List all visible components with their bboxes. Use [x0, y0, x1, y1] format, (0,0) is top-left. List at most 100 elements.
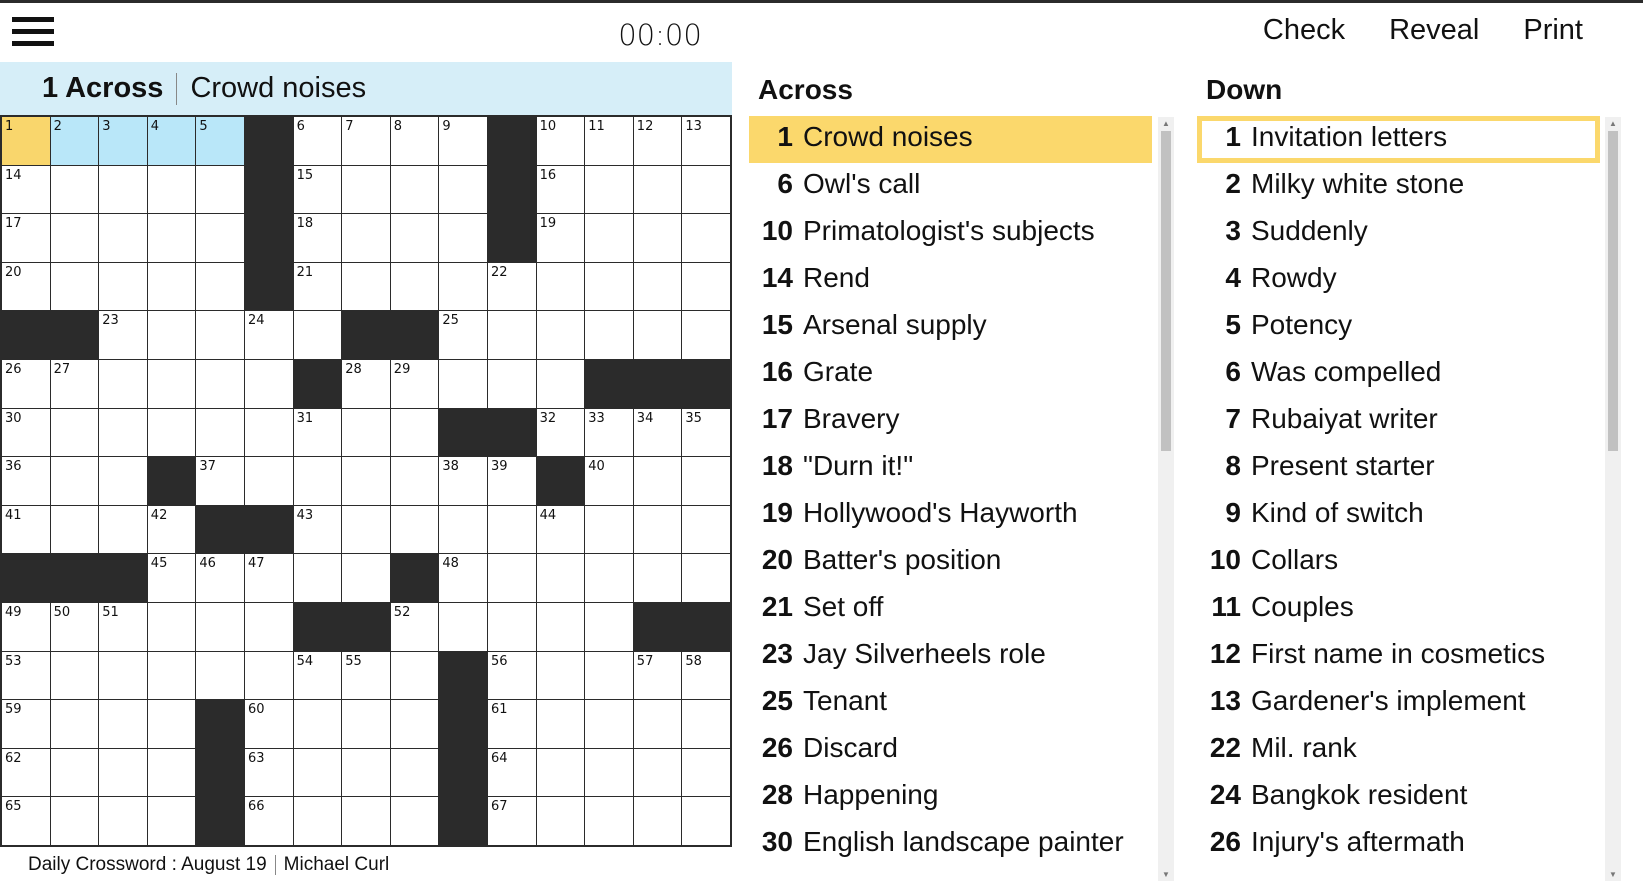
menu-icon[interactable]: [12, 17, 54, 47]
grid-cell[interactable]: [390, 748, 439, 797]
grid-cell[interactable]: [390, 651, 439, 700]
down-scrollbar[interactable]: ▲ ▼: [1605, 117, 1621, 881]
across-clue-19[interactable]: 19 Hollywood's Hayworth: [749, 492, 1152, 539]
grid-cell[interactable]: [293, 554, 342, 602]
grid-cell[interactable]: 56: [487, 651, 536, 700]
grid-cell[interactable]: [682, 165, 730, 214]
grid-cell[interactable]: 66: [244, 797, 293, 845]
grid-cell[interactable]: 48: [439, 554, 487, 602]
grid-cell[interactable]: [682, 797, 730, 845]
grid-cell[interactable]: [439, 602, 487, 651]
grid-cell[interactable]: [585, 602, 633, 651]
grid-cell[interactable]: [244, 359, 293, 408]
grid-cell[interactable]: [439, 262, 487, 311]
grid-cell[interactable]: [147, 262, 196, 311]
grid-cell[interactable]: 23: [99, 311, 147, 359]
grid-cell[interactable]: [633, 700, 682, 748]
grid-cell[interactable]: [50, 700, 99, 748]
grid-cell[interactable]: [390, 214, 439, 262]
grid-cell[interactable]: 43: [293, 505, 342, 554]
grid-cell[interactable]: [99, 748, 147, 797]
grid-cell[interactable]: 28: [342, 359, 390, 408]
grid-cell[interactable]: 10: [536, 117, 585, 165]
across-clue-21[interactable]: 21 Set off: [749, 586, 1152, 633]
down-clue-7[interactable]: 7 Rubaiyat writer: [1197, 398, 1600, 445]
grid-cell[interactable]: [536, 748, 585, 797]
grid-cell[interactable]: [147, 700, 196, 748]
grid-cell[interactable]: 55: [342, 651, 390, 700]
grid-cell[interactable]: 37: [196, 457, 244, 505]
grid-cell[interactable]: [99, 505, 147, 554]
grid-cell[interactable]: [50, 262, 99, 311]
grid-cell[interactable]: [536, 651, 585, 700]
grid-cell[interactable]: 16: [536, 165, 585, 214]
grid-cell[interactable]: 22: [487, 262, 536, 311]
grid-cell[interactable]: 67: [487, 797, 536, 845]
grid-cell[interactable]: [293, 700, 342, 748]
grid-cell[interactable]: 50: [50, 602, 99, 651]
grid-cell[interactable]: 30: [2, 408, 50, 457]
grid-cell[interactable]: 32: [536, 408, 585, 457]
across-clue-10[interactable]: 10 Primatologist's subjects: [749, 210, 1152, 257]
grid-cell[interactable]: 4: [147, 117, 196, 165]
grid-cell[interactable]: 46: [196, 554, 244, 602]
down-clue-8[interactable]: 8 Present starter: [1197, 445, 1600, 492]
check-button[interactable]: Check: [1262, 14, 1346, 46]
across-scrollbar[interactable]: ▲ ▼: [1158, 117, 1174, 881]
grid-cell[interactable]: [439, 359, 487, 408]
grid-cell[interactable]: [244, 457, 293, 505]
grid-cell[interactable]: [390, 165, 439, 214]
grid-cell[interactable]: [147, 602, 196, 651]
across-clue-18[interactable]: 18 "Durn it!": [749, 445, 1152, 492]
grid-cell[interactable]: [487, 505, 536, 554]
grid-cell[interactable]: 58: [682, 651, 730, 700]
grid-cell[interactable]: [50, 408, 99, 457]
across-clue-28[interactable]: 28 Happening: [749, 774, 1152, 821]
grid-cell[interactable]: [147, 748, 196, 797]
grid-cell[interactable]: 15: [293, 165, 342, 214]
grid-cell[interactable]: [585, 797, 633, 845]
grid-cell[interactable]: [342, 505, 390, 554]
across-clue-30[interactable]: 30 English landscape painter: [749, 821, 1152, 868]
down-clue-9[interactable]: 9 Kind of switch: [1197, 492, 1600, 539]
grid-cell[interactable]: 25: [439, 311, 487, 359]
down-clue-5[interactable]: 5 Potency: [1197, 304, 1600, 351]
grid-cell[interactable]: [50, 505, 99, 554]
grid-cell[interactable]: [342, 214, 390, 262]
grid-cell[interactable]: [536, 602, 585, 651]
grid-cell[interactable]: [487, 602, 536, 651]
grid-cell[interactable]: 62: [2, 748, 50, 797]
grid-cell[interactable]: 41: [2, 505, 50, 554]
crossword-grid[interactable]: 1 2 3 4 5 6 7 8 9 10 11 12 13 14 15 16 17 18 19 20 21 22 23 24 2…: [0, 115, 732, 847]
grid-cell[interactable]: [633, 165, 682, 214]
grid-cell[interactable]: 51: [99, 602, 147, 651]
grid-cell[interactable]: 19: [536, 214, 585, 262]
grid-cell[interactable]: [682, 554, 730, 602]
down-clue-13[interactable]: 13 Gardener's implement: [1197, 680, 1600, 727]
grid-cell[interactable]: 59: [2, 700, 50, 748]
grid-cell[interactable]: 34: [633, 408, 682, 457]
reveal-button[interactable]: Reveal: [1389, 14, 1480, 46]
down-clue-list[interactable]: 1 Invitation letters 2 Milky white stone 3 Su…: [1197, 116, 1600, 881]
grid-cell[interactable]: 11: [585, 117, 633, 165]
grid-cell[interactable]: [50, 651, 99, 700]
grid-cell[interactable]: 63: [244, 748, 293, 797]
grid-cell[interactable]: [147, 651, 196, 700]
grid-cell[interactable]: [50, 214, 99, 262]
across-clue-25[interactable]: 25 Tenant: [749, 680, 1152, 727]
grid-cell[interactable]: 9: [439, 117, 487, 165]
grid-cell[interactable]: [342, 554, 390, 602]
grid-cell[interactable]: [196, 651, 244, 700]
grid-cell[interactable]: [439, 214, 487, 262]
grid-cell[interactable]: [682, 505, 730, 554]
grid-cell[interactable]: 18: [293, 214, 342, 262]
grid-cell[interactable]: [585, 311, 633, 359]
grid-cell[interactable]: [633, 797, 682, 845]
grid-cell[interactable]: [50, 457, 99, 505]
down-clue-10[interactable]: 10 Collars: [1197, 539, 1600, 586]
grid-cell[interactable]: [196, 262, 244, 311]
grid-cell[interactable]: [536, 359, 585, 408]
grid-cell[interactable]: [633, 748, 682, 797]
across-clue-list[interactable]: 1 Crowd noises 6 Owl's call 10 Primatologist'…: [749, 116, 1152, 881]
across-clue-1[interactable]: 1 Crowd noises: [749, 116, 1152, 163]
